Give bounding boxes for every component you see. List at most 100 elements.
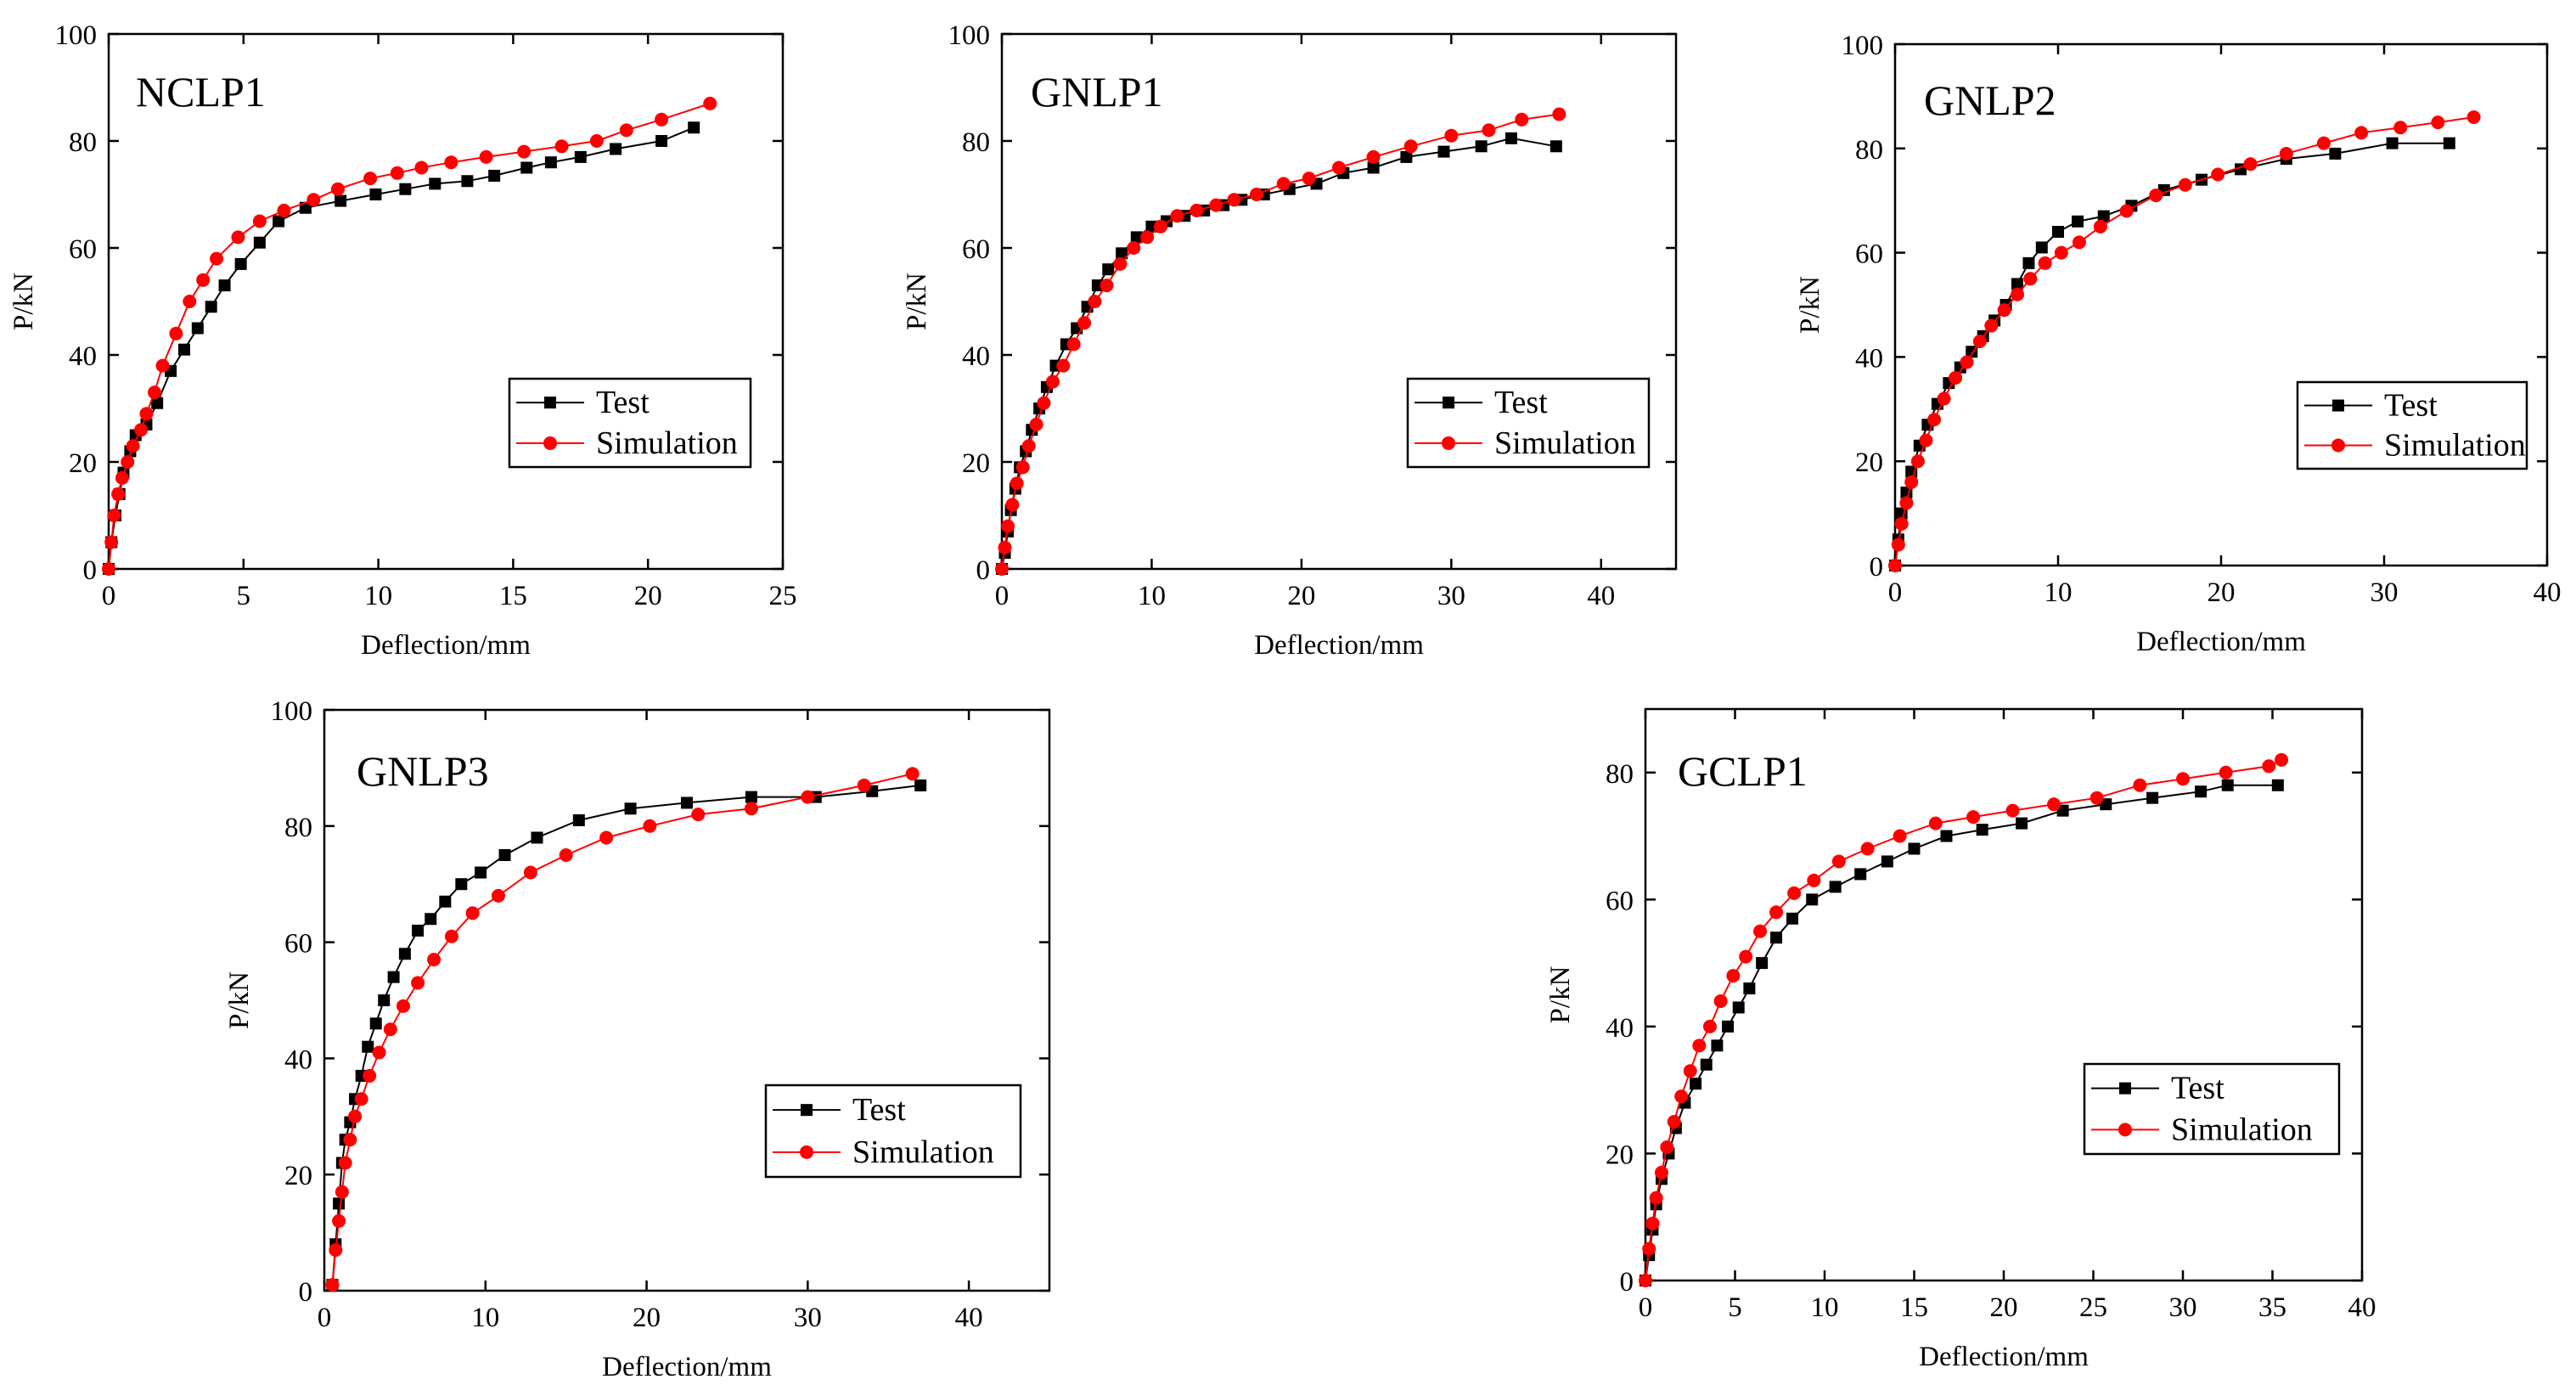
data-point [1891, 538, 1905, 552]
data-point [1444, 128, 1459, 143]
data-point [183, 295, 197, 308]
data-point [369, 1017, 382, 1030]
data-point [1249, 188, 1263, 201]
data-point [1928, 816, 1943, 830]
data-point [1015, 460, 1030, 475]
data-point [253, 236, 266, 249]
legend-box [508, 377, 752, 469]
data-point [396, 999, 410, 1013]
data-point [554, 139, 569, 154]
series-simulation [1888, 110, 2481, 572]
data-point [2329, 147, 2342, 160]
data-point [610, 143, 622, 155]
data-point [147, 386, 161, 400]
legend-label: Test [2171, 1071, 2224, 1106]
data-point [1005, 498, 1020, 512]
data-point [338, 1156, 352, 1170]
data-point [372, 1045, 386, 1060]
data-point [121, 455, 135, 469]
data-point [2386, 137, 2399, 149]
y-tick-label: 80 [284, 813, 312, 843]
y-tick-label: 100 [1842, 31, 1884, 61]
data-point [399, 183, 412, 195]
legend-swatch-marker [2119, 1082, 2131, 1095]
data-point [210, 251, 224, 266]
legend-label: Test [596, 385, 650, 420]
data-point [1227, 193, 1241, 207]
y-tick-label: 80 [1855, 135, 1883, 166]
data-point [1984, 318, 1999, 333]
data-point [1660, 1140, 1674, 1154]
data-point [2466, 110, 2481, 124]
data-point [2022, 256, 2035, 269]
data-point [1770, 932, 1783, 944]
y-tick-label: 100 [271, 696, 313, 727]
data-point [412, 924, 425, 937]
data-point [2431, 115, 2445, 130]
data-point [1960, 355, 1974, 369]
data-point [1116, 247, 1128, 260]
data-point [691, 808, 706, 822]
y-axis-label: P/kN [1545, 965, 1576, 1023]
y-tick-label: 40 [284, 1044, 312, 1075]
data-point [1829, 881, 1842, 893]
data-point [390, 166, 404, 180]
y-tick-label: 20 [1606, 1140, 1634, 1170]
data-point [998, 540, 1012, 554]
series-test [1640, 779, 2284, 1286]
x-tick-label: 25 [769, 581, 797, 611]
data-point [479, 149, 493, 164]
data-point [2354, 126, 2369, 140]
data-point [655, 135, 668, 147]
x-axis-label: Deflection/mm [361, 630, 531, 661]
series-line [1894, 142, 2449, 566]
data-point [498, 849, 511, 861]
data-point [2279, 146, 2293, 160]
data-point [523, 865, 537, 880]
x-tick-label: 0 [102, 581, 116, 611]
data-point [1807, 873, 1821, 887]
x-tick-label: 0 [318, 1303, 332, 1333]
data-point [2176, 772, 2190, 786]
data-point [1893, 829, 1907, 843]
series-simulation [995, 107, 1566, 576]
data-point [1550, 140, 1562, 153]
data-point [2052, 226, 2064, 239]
data-point [1806, 893, 1819, 906]
data-point [1088, 295, 1102, 308]
data-point [177, 343, 190, 356]
data-point [307, 193, 321, 207]
data-point [455, 878, 468, 891]
plot-frame [107, 32, 785, 571]
series-line [1001, 137, 1556, 570]
x-axis-label: Deflection/mm [1254, 630, 1424, 661]
data-point [544, 156, 557, 169]
data-point [1100, 279, 1114, 293]
data-point [1927, 413, 1942, 427]
data-point [2211, 167, 2225, 182]
data-point [273, 215, 285, 228]
data-point [520, 161, 533, 174]
data-point [703, 96, 717, 110]
data-point [2316, 136, 2331, 150]
data-point [1056, 358, 1071, 373]
plot-frame [1000, 32, 1678, 571]
data-point [354, 1092, 368, 1106]
legend-label: Simulation [852, 1134, 994, 1170]
data-point [2056, 804, 2069, 817]
x-tick-label: 20 [634, 581, 662, 611]
data-point [1860, 842, 1875, 856]
data-point [439, 895, 452, 908]
data-point [1674, 1089, 1689, 1104]
data-point [1908, 842, 1921, 855]
data-point [427, 953, 442, 967]
data-point [333, 1197, 346, 1210]
data-point [1209, 198, 1223, 212]
data-point [2443, 137, 2455, 149]
legend-label: Simulation [596, 425, 738, 461]
data-point [905, 767, 920, 781]
data-point [2133, 778, 2147, 792]
data-point [1831, 854, 1846, 869]
